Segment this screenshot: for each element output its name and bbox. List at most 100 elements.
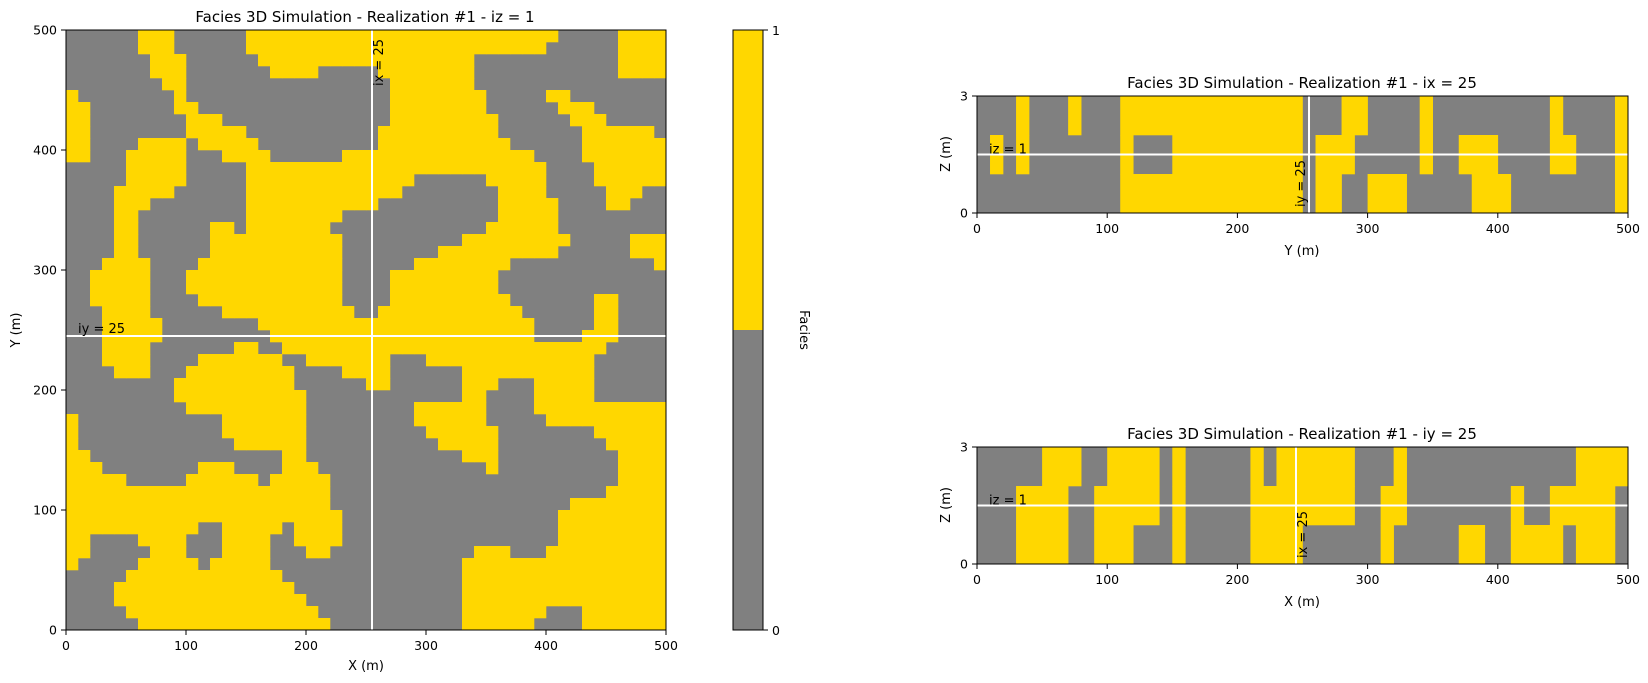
map-cell: [258, 582, 271, 595]
map-cell: [510, 198, 523, 211]
map-cell: [402, 78, 415, 91]
map-cell: [186, 270, 199, 283]
map-cell: [198, 354, 211, 367]
map-cell: [258, 282, 271, 295]
map-cell: [642, 126, 655, 139]
map-x-label: X (m): [348, 659, 384, 674]
map-cell: [522, 570, 535, 583]
map-cell: [462, 318, 475, 331]
map-cell: [558, 90, 571, 103]
map-cell: [174, 90, 187, 103]
map-cell: [498, 570, 511, 583]
map-cell: [126, 162, 139, 175]
map-cell: [438, 354, 451, 367]
map-cell: [246, 162, 259, 175]
map-x-tick-label: 300: [414, 638, 438, 653]
map-cell: [498, 42, 511, 55]
map-cell: [498, 342, 511, 355]
map-cell: [186, 114, 199, 127]
map-cell: [498, 234, 511, 247]
map-cell: [102, 294, 115, 307]
map-cell: [618, 450, 631, 463]
map-cell: [246, 486, 259, 499]
map-cell: [378, 54, 391, 67]
map-cell: [114, 246, 127, 259]
map-cell: [126, 294, 139, 307]
map-cell: [462, 162, 475, 175]
map-cell: [294, 390, 307, 403]
map-cell: [462, 426, 475, 439]
map-cell: [462, 402, 475, 415]
map-cell: [114, 198, 127, 211]
map-cell: [210, 222, 223, 235]
map-cell: [126, 354, 139, 367]
map-cell: [474, 390, 487, 403]
map-cell: [426, 318, 439, 331]
map-cell: [270, 258, 283, 271]
map-cell: [270, 474, 283, 487]
map-cell: [114, 294, 127, 307]
map-cell: [462, 414, 475, 427]
map-cell: [498, 198, 511, 211]
section-iy-y-label: Z (m): [939, 487, 954, 523]
map-cell: [654, 510, 667, 523]
map-cell: [270, 366, 283, 379]
map-cell: [486, 150, 499, 163]
map-cell: [594, 582, 607, 595]
map-cell: [114, 306, 127, 319]
map-cell: [414, 30, 427, 43]
map-cell: [330, 186, 343, 199]
map-cell: [222, 546, 235, 559]
map-cell: [534, 378, 547, 391]
map-cell: [570, 522, 583, 535]
map-cell: [294, 606, 307, 619]
map-cell: [294, 594, 307, 607]
map-cell: [654, 246, 667, 259]
map-cell: [126, 486, 139, 499]
map-cell: [390, 306, 403, 319]
map-cell: [426, 54, 439, 67]
map-cell: [642, 582, 655, 595]
map-cell: [234, 402, 247, 415]
map-cell: [150, 606, 163, 619]
map-cell: [342, 30, 355, 43]
map-cell: [606, 150, 619, 163]
map-cell: [594, 414, 607, 427]
map-cell: [210, 390, 223, 403]
map-cell: [594, 162, 607, 175]
map-cell: [630, 582, 643, 595]
map-cell: [486, 174, 499, 187]
map-cell: [210, 234, 223, 247]
map-cell: [222, 366, 235, 379]
map-cell: [282, 258, 295, 271]
map-cell: [618, 546, 631, 559]
map-cell: [474, 354, 487, 367]
map-cell: [642, 438, 655, 451]
map-cell: [654, 150, 667, 163]
map-cell: [162, 522, 175, 535]
map-cell: [294, 294, 307, 307]
map-cell: [642, 474, 655, 487]
map-cell: [210, 378, 223, 391]
map-cell: [534, 30, 547, 43]
map-cell: [402, 150, 415, 163]
map-cell: [198, 282, 211, 295]
map-cell: [558, 558, 571, 571]
map-cell: [474, 558, 487, 571]
map-cell: [234, 534, 247, 547]
map-cell: [282, 510, 295, 523]
map-cell: [642, 462, 655, 475]
map-x-tick-label: 400: [534, 638, 558, 653]
map-cell: [318, 342, 331, 355]
map-cell: [390, 102, 403, 115]
map-cell: [246, 414, 259, 427]
map-cell: [534, 174, 547, 187]
map-cell: [462, 378, 475, 391]
map-panel: Facies 3D Simulation - Realization #1 - …: [9, 8, 678, 674]
map-cell: [390, 186, 403, 199]
map-cell: [642, 486, 655, 499]
map-cell: [114, 258, 127, 271]
map-cell: [618, 174, 631, 187]
map-cell: [306, 174, 319, 187]
map-cell: [606, 426, 619, 439]
